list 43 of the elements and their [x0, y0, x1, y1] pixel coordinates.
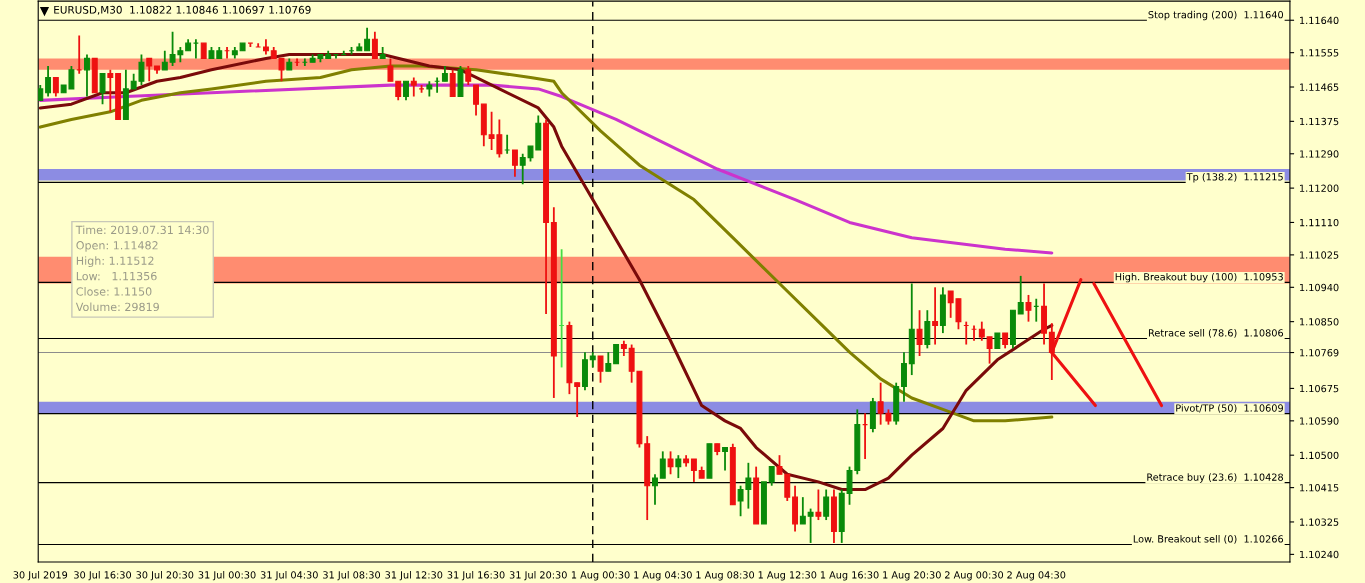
x-tick-label: 2 Aug 00:30: [945, 571, 1004, 581]
x-tick-label: 30 Jul 20:30: [136, 571, 194, 581]
annotation: Time: 2019.07.31 14:30 Open: 1.11482 High: 1.11512 Low: 1.11356 Close: 1.1150 Volume: 29819: [75, 225, 209, 312]
x-tick-label: 1 Aug 00:30: [571, 571, 630, 581]
y-tick-label: 1.11375: [1300, 117, 1339, 126]
x-tick-label: 1 Aug 04:30: [634, 571, 692, 581]
y-tick-label: 1.10590: [1300, 417, 1339, 425]
y-tick-label: 1.10769: [1300, 349, 1339, 357]
ref-line-label: Retrace buy (23.6) 1.10428: [1147, 473, 1283, 483]
x-tick-label: 31 Jul 20:30: [509, 571, 567, 581]
x-tick-label: 30 Jul 16:30: [74, 571, 132, 581]
x-tick-label: 31 Jul 08:30: [323, 571, 381, 581]
ref-line-label: Stop trading (200) 1.11640: [1148, 10, 1284, 21]
y-tick-label: 1.10675: [1300, 384, 1339, 393]
ref-line-label: Pivot/TP (50) 1.10609: [1176, 404, 1283, 413]
x-tick-label: 31 Jul 00:30: [198, 571, 256, 581]
y-tick-label: 1.10240: [1300, 550, 1339, 559]
ref-line-label: Low. Breakout sell (0) 1.10266: [1133, 535, 1284, 544]
y-tick-label: 1.11640: [1300, 16, 1339, 25]
x-tick-label: 30 Jul 2019: [13, 571, 68, 581]
y-tick-label: 1.11110: [1300, 218, 1339, 227]
ref-line-label: High. Breakout buy (100) 1.10953: [1115, 272, 1283, 283]
x-tick-label: 31 Jul 04:30: [260, 571, 318, 581]
y-tick-label: 1.10940: [1300, 283, 1339, 292]
ref-line-label: Retrace sell (78.6) 1.10806: [1148, 329, 1284, 338]
y-tick-label: 1.10850: [1300, 318, 1339, 326]
x-tick-label: 1 Aug 08:30: [696, 571, 755, 581]
y-tick-label: 1.11290: [1300, 150, 1339, 158]
y-tick-label: 1.10415: [1300, 484, 1339, 492]
x-tick-label: 2 Aug 04:30: [1007, 571, 1066, 581]
x-tick-label: 31 Jul 16:30: [447, 571, 505, 581]
x-tick-label: 1 Aug 16:30: [820, 571, 879, 581]
ref-line-label: Tp (138.2) 1.11215: [1186, 172, 1283, 183]
y-tick-label: 1.10500: [1300, 451, 1339, 460]
y-tick-label: 1.10325: [1300, 518, 1339, 526]
y-tick-label: 1.11465: [1300, 83, 1339, 91]
x-tick-label: 31 Jul 12:30: [385, 571, 443, 581]
x-tick-label: 1 Aug 20:30: [883, 571, 941, 581]
y-tick-label: 1.11025: [1300, 251, 1339, 259]
chart-title: EURUSD,M30 1.10822 1.10846 1.10697 1.10769: [54, 5, 311, 15]
y-tick-label: 1.11555: [1300, 49, 1339, 57]
y-tick-label: 1.11200: [1300, 184, 1339, 192]
x-tick-label: 1 Aug 12:30: [758, 571, 817, 581]
